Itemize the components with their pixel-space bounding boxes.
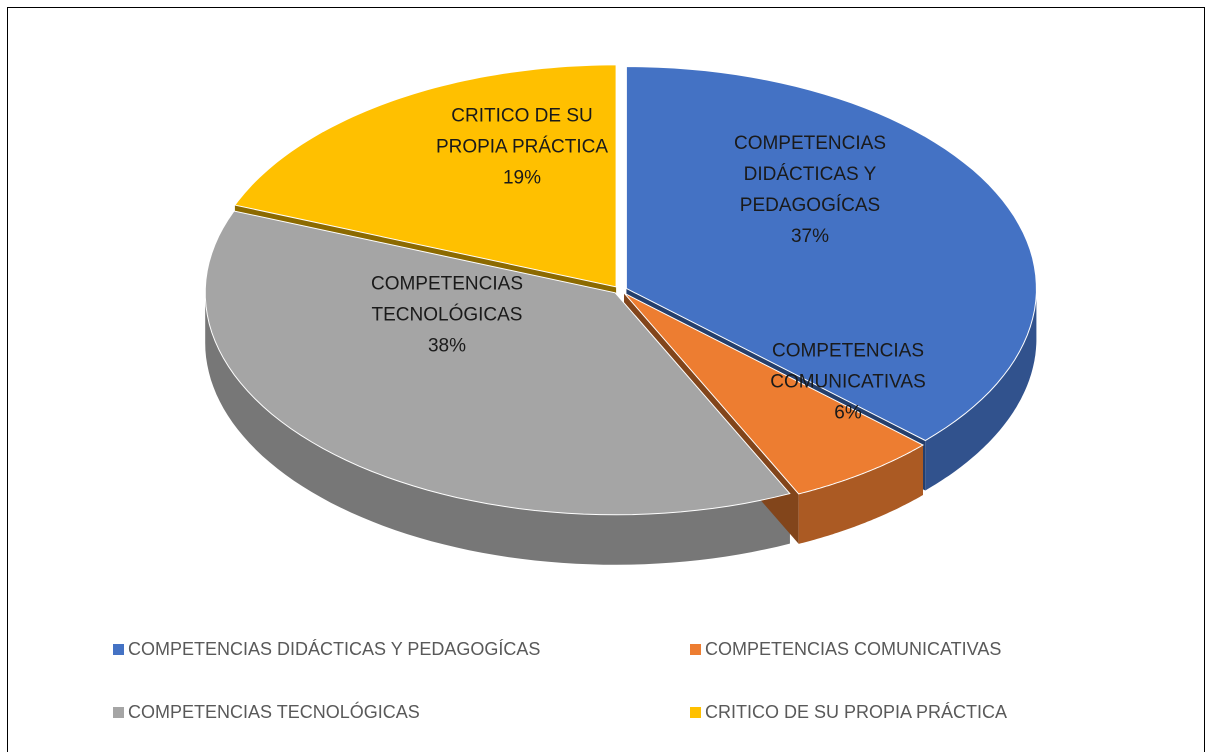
pie-slice: [625, 65, 1037, 442]
legend-item: COMPETENCIAS TECNOLÓGICAS: [113, 702, 420, 723]
slice-outer-wall: [205, 292, 790, 565]
data-label: CRITICO DE SU PROPIA PRÁCTICA 19%: [432, 101, 612, 194]
legend-label: CRITICO DE SU PROPIA PRÁCTICA: [705, 702, 1008, 722]
data-label-value: 38%: [427, 335, 467, 357]
data-label-name: COMPETENCIAS DIDÁCTICAS Y PEDAGOGÍCAS: [733, 133, 887, 216]
pie-slice: [234, 64, 617, 288]
slice-outer-wall: [798, 445, 923, 544]
data-label: COMPETENCIAS DIDÁCTICAS Y PEDAGOGÍCAS 37%: [715, 128, 905, 252]
data-label-name: COMPETENCIAS TECNOLÓGICAS: [370, 273, 524, 326]
legend-swatch: [690, 644, 701, 655]
data-label-name: COMPETENCIAS COMUNICATIVAS: [770, 340, 926, 393]
legend-swatch: [113, 707, 124, 718]
legend-label: COMPETENCIAS DIDÁCTICAS Y PEDAGOGÍCAS: [128, 639, 541, 659]
data-label: COMPETENCIAS COMUNICATIVAS 6%: [748, 336, 948, 429]
legend-swatch: [690, 707, 701, 718]
data-label-value: 37%: [790, 226, 830, 247]
data-label-value: 6%: [834, 402, 862, 424]
legend-label: COMPETENCIAS TECNOLÓGICAS: [128, 702, 420, 722]
slice-outer-wall: [925, 288, 1037, 491]
chart-frame: [7, 7, 1205, 752]
data-label: COMPETENCIAS TECNOLÓGICAS 38%: [352, 269, 542, 362]
legend-label: COMPETENCIAS COMUNICATIVAS: [705, 639, 1002, 659]
legend-swatch: [113, 644, 124, 655]
legend-item: COMPETENCIAS DIDÁCTICAS Y PEDAGOGÍCAS: [113, 639, 540, 660]
data-label-value: 19%: [502, 167, 542, 189]
pie-slice: [623, 292, 925, 495]
legend-item: CRITICO DE SU PROPIA PRÁCTICA: [690, 702, 1007, 723]
data-label-name: CRITICO DE SU PROPIA PRÁCTICA: [435, 105, 609, 158]
legend-item: COMPETENCIAS COMUNICATIVAS: [690, 639, 1001, 660]
pie-slice: [204, 210, 791, 516]
